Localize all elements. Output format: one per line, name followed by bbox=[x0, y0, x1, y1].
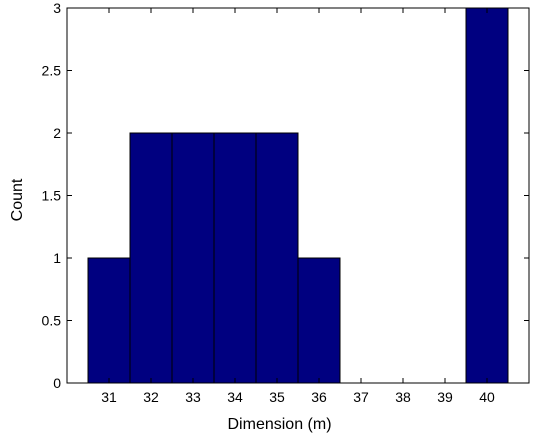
histogram-bar-36 bbox=[297, 257, 341, 384]
y-axis: 0 0.5 1 1.5 2 2.5 3 bbox=[42, 0, 529, 391]
x-tick-label-40: 40 bbox=[479, 389, 495, 405]
x-axis: 31 32 33 34 35 36 37 38 39 40 bbox=[101, 8, 495, 405]
x-tick-label-31: 31 bbox=[101, 389, 117, 405]
y-tick-label-2.5: 2.5 bbox=[42, 63, 62, 79]
histogram-bar-32 bbox=[129, 132, 173, 384]
x-tick-label-37: 37 bbox=[353, 389, 369, 405]
y-tick-label-2: 2 bbox=[53, 125, 61, 141]
x-tick-label-39: 39 bbox=[437, 389, 453, 405]
y-tick-label-3: 3 bbox=[53, 0, 61, 16]
histogram-bar-35 bbox=[255, 132, 299, 384]
histogram-bar-40 bbox=[465, 7, 509, 384]
histogram-bar-34 bbox=[213, 132, 257, 384]
y-axis-label: Count bbox=[9, 178, 26, 221]
x-tick-label-38: 38 bbox=[395, 389, 411, 405]
x-tick-label-32: 32 bbox=[143, 389, 159, 405]
histogram-bar-31 bbox=[87, 257, 131, 384]
y-tick-label-0: 0 bbox=[53, 375, 61, 391]
y-tick-label-0.5: 0.5 bbox=[42, 313, 62, 329]
x-tick-label-34: 34 bbox=[227, 389, 243, 405]
bars-group bbox=[87, 7, 509, 384]
histogram-bar-33 bbox=[171, 132, 215, 384]
plot-frame bbox=[66, 7, 530, 384]
x-axis-label: Dimension (m) bbox=[228, 416, 332, 433]
x-tick-label-33: 33 bbox=[185, 389, 201, 405]
x-tick-label-36: 36 bbox=[311, 389, 327, 405]
y-tick-label-1: 1 bbox=[53, 250, 61, 266]
y-tick-label-1.5: 1.5 bbox=[42, 188, 62, 204]
x-tick-label-35: 35 bbox=[269, 389, 285, 405]
